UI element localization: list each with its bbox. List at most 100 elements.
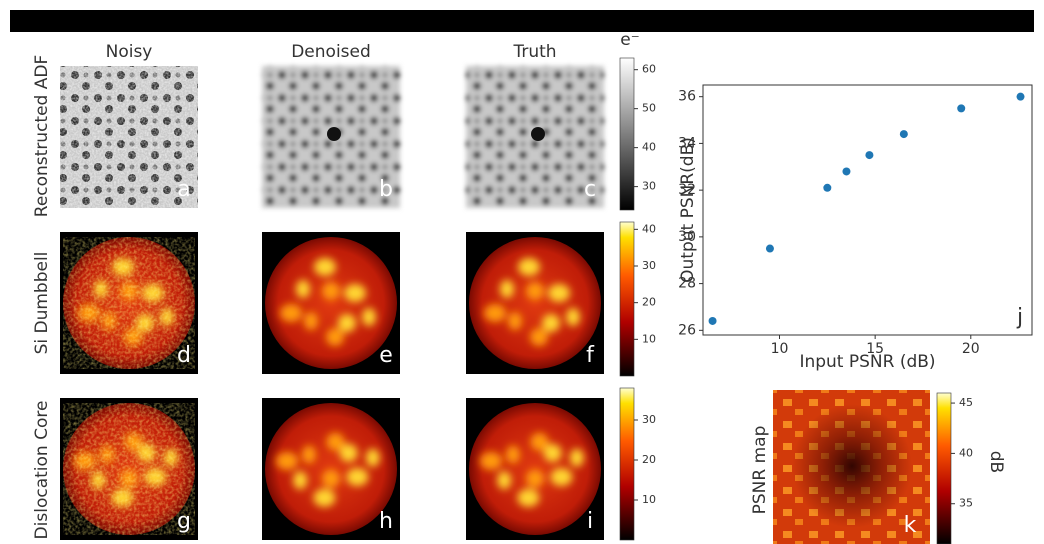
noise — [63, 237, 195, 369]
spot — [293, 471, 307, 489]
panel-letter: e — [379, 343, 393, 368]
top-bar — [10, 10, 1034, 32]
spot — [530, 433, 548, 451]
image-panel: b — [262, 66, 400, 208]
panel-letter: c — [584, 177, 596, 202]
x-tick-label: 20 — [962, 341, 980, 357]
spot — [276, 452, 298, 470]
colorbar-tick-label: 35 — [959, 497, 973, 510]
point — [865, 151, 873, 159]
image-panel: h — [262, 398, 400, 540]
point — [1017, 93, 1025, 101]
point — [709, 317, 717, 325]
image-grid: Noisy Denoised Truth Reconstructed ADF Si Du… — [32, 30, 1006, 544]
y-axis-label: Output PSNR(dB) — [678, 137, 698, 283]
point — [842, 167, 850, 175]
panel-letter: k — [904, 513, 917, 538]
colorbar — [620, 58, 634, 210]
spot — [526, 470, 544, 488]
spot — [304, 312, 318, 330]
spot — [570, 449, 584, 467]
map-title: PSNR map — [750, 426, 770, 515]
diffraction-disk — [469, 237, 601, 369]
spot — [550, 468, 572, 486]
panel-letter: h — [379, 509, 393, 534]
spot — [362, 308, 376, 326]
panel-letter: j — [1016, 305, 1023, 330]
panel-letter: a — [177, 177, 190, 202]
colorbar-tick-label: 20 — [642, 296, 656, 309]
defect — [531, 127, 545, 141]
point — [957, 104, 965, 112]
panel-letter: b — [379, 177, 393, 202]
spot — [526, 282, 544, 300]
x-axis-label: Input PSNR (dB) — [799, 352, 935, 372]
colorbar-tick-label: 20 — [642, 453, 656, 466]
spot — [506, 446, 520, 464]
spot — [530, 328, 548, 346]
spot — [313, 489, 335, 507]
spot — [322, 282, 340, 300]
row-title: Reconstructed ADF — [32, 55, 52, 217]
column-title: Denoised — [291, 42, 371, 62]
spot — [484, 304, 506, 322]
colorbar-tick-label: 30 — [642, 413, 656, 426]
colorbar-label: dB — [986, 451, 1006, 473]
point — [900, 130, 908, 138]
figure: Noisy Denoised Truth Reconstructed ADF Si Du… — [0, 0, 1044, 544]
image-panel: d — [60, 232, 198, 374]
colorbar-tick-label: 30 — [642, 180, 656, 193]
panel-letter: i — [587, 509, 593, 534]
noise — [63, 403, 195, 535]
colorbar-tick-label: 10 — [642, 332, 656, 345]
image-panel: i — [466, 398, 604, 540]
diffraction-disk — [265, 237, 397, 369]
spot — [346, 468, 368, 486]
image-panel: g — [60, 398, 198, 540]
y-tick-label: 26 — [678, 322, 696, 338]
spot — [500, 280, 514, 298]
colorbar-label: e⁻ — [620, 30, 639, 50]
spot — [508, 312, 522, 330]
colorbar-tick-label: 50 — [642, 102, 656, 115]
colorbar-tick-label: 45 — [959, 396, 973, 409]
spot — [542, 314, 560, 332]
psnr-map-center — [792, 404, 912, 528]
point — [766, 245, 774, 253]
defect — [327, 127, 341, 141]
spot — [517, 489, 539, 507]
panel-letter: d — [177, 343, 191, 368]
colorbar-tick-label: 60 — [642, 63, 656, 76]
colorbar-tick-label: 40 — [959, 446, 973, 459]
spot — [497, 471, 511, 489]
spot — [518, 258, 540, 276]
spot — [344, 284, 366, 302]
colorbar-tick-label: 10 — [642, 493, 656, 506]
panel-letter: g — [177, 509, 191, 534]
spot — [280, 304, 302, 322]
spot — [338, 314, 356, 332]
column-title: Noisy — [106, 42, 153, 62]
spot — [322, 470, 340, 488]
colorbar-tick-label: 30 — [642, 259, 656, 272]
spot — [366, 449, 380, 467]
row-title: Dislocation Core — [32, 401, 52, 540]
colorbar — [620, 222, 634, 376]
spot — [566, 308, 580, 326]
row-title: Si Dumbbell — [32, 252, 52, 355]
panel-letter: f — [586, 343, 595, 368]
spot — [302, 446, 316, 464]
image-panel: a — [60, 66, 198, 208]
spot — [296, 280, 310, 298]
colorbar — [937, 393, 951, 544]
y-tick-label: 36 — [678, 89, 696, 105]
column-title: Truth — [512, 42, 556, 62]
colorbar — [620, 388, 634, 540]
spot — [314, 258, 336, 276]
spot — [326, 433, 344, 451]
image-panel: c — [466, 66, 604, 208]
image-panel: f — [466, 232, 604, 374]
x-tick-label: 10 — [771, 341, 789, 357]
spot — [326, 328, 344, 346]
